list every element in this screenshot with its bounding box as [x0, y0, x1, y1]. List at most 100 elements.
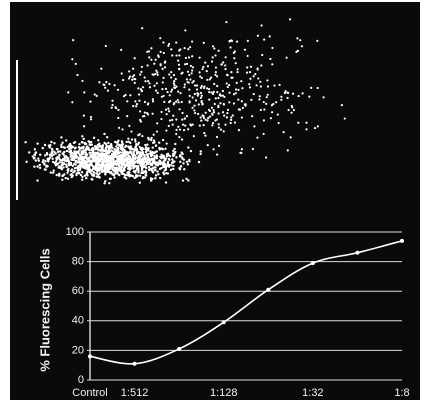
- dot: [168, 110, 171, 113]
- dot: [41, 160, 44, 164]
- dot: [165, 142, 168, 145]
- dot: [57, 156, 60, 160]
- dot: [154, 177, 157, 180]
- dot: [170, 90, 173, 93]
- dot: [107, 147, 111, 151]
- dot: [150, 58, 153, 61]
- dot: [127, 140, 130, 143]
- dot: [100, 170, 104, 174]
- dot: [197, 112, 200, 116]
- dot: [183, 46, 186, 50]
- dot: [178, 128, 182, 131]
- dot: [177, 125, 180, 128]
- dot: [193, 84, 197, 87]
- dot: [216, 84, 219, 88]
- dot: [241, 87, 244, 90]
- dot: [280, 98, 283, 101]
- dot: [179, 153, 182, 157]
- dot: [104, 152, 107, 156]
- dot: [203, 131, 206, 135]
- dot: [58, 150, 62, 153]
- dot: [105, 135, 109, 139]
- dot: [222, 61, 225, 64]
- dot: [140, 65, 144, 69]
- dot: [113, 176, 116, 179]
- dot: [137, 168, 140, 172]
- dot: [133, 81, 136, 85]
- dot: [104, 149, 107, 152]
- dot: [181, 118, 184, 121]
- dot: [230, 39, 233, 42]
- dot: [141, 134, 144, 138]
- dot: [130, 138, 134, 141]
- dot: [47, 157, 51, 161]
- dot: [122, 78, 125, 82]
- x-tick-label: 1:512: [121, 387, 149, 399]
- dot: [261, 53, 264, 57]
- dot: [131, 78, 134, 81]
- dot: [199, 75, 202, 78]
- dot: [163, 157, 166, 160]
- dot: [127, 170, 130, 174]
- dot: [110, 106, 113, 109]
- dot: [45, 164, 48, 167]
- dot: [214, 97, 217, 100]
- dot: [184, 124, 187, 127]
- dot: [67, 91, 70, 94]
- dot: [140, 70, 143, 73]
- dot: [150, 138, 153, 142]
- dot: [215, 135, 219, 139]
- dot: [104, 171, 107, 174]
- dot: [232, 93, 236, 96]
- dot: [108, 170, 111, 174]
- dot: [54, 160, 58, 163]
- dot: [268, 35, 271, 38]
- dot: [50, 155, 53, 158]
- dot: [155, 69, 158, 72]
- dot: [66, 158, 70, 162]
- dot: [272, 102, 275, 106]
- dot: [119, 147, 123, 151]
- dot: [106, 169, 109, 172]
- dot: [36, 179, 39, 182]
- dot: [158, 146, 161, 150]
- dot: [126, 153, 129, 157]
- dot: [252, 75, 255, 78]
- dot: [116, 143, 119, 146]
- dot: [154, 144, 157, 147]
- dot: [76, 73, 79, 77]
- dot: [109, 157, 112, 161]
- dot: [213, 82, 216, 86]
- dot: [216, 91, 219, 94]
- dot: [127, 77, 131, 80]
- dot: [213, 102, 216, 106]
- dot: [54, 152, 58, 155]
- dot: [234, 62, 237, 65]
- dot: [96, 160, 99, 163]
- dot: [192, 135, 195, 138]
- dot: [240, 80, 243, 83]
- dot: [103, 182, 106, 185]
- dot: [133, 157, 137, 161]
- dot: [133, 77, 136, 81]
- dot: [185, 160, 189, 164]
- dot: [83, 141, 87, 145]
- dot: [147, 80, 150, 83]
- dot: [80, 151, 83, 154]
- dot: [86, 166, 90, 169]
- dot: [41, 146, 44, 150]
- dot: [191, 81, 194, 84]
- dot: [207, 88, 211, 91]
- dot: [106, 89, 110, 92]
- data-point: [221, 320, 226, 325]
- dot: [219, 102, 222, 105]
- dot: [140, 169, 144, 172]
- dot: [156, 91, 159, 95]
- dot: [128, 150, 132, 153]
- dot: [201, 102, 204, 106]
- dot: [165, 153, 169, 156]
- dot: [193, 92, 196, 96]
- dot: [164, 108, 168, 111]
- dot: [224, 56, 227, 59]
- dot: [221, 94, 225, 97]
